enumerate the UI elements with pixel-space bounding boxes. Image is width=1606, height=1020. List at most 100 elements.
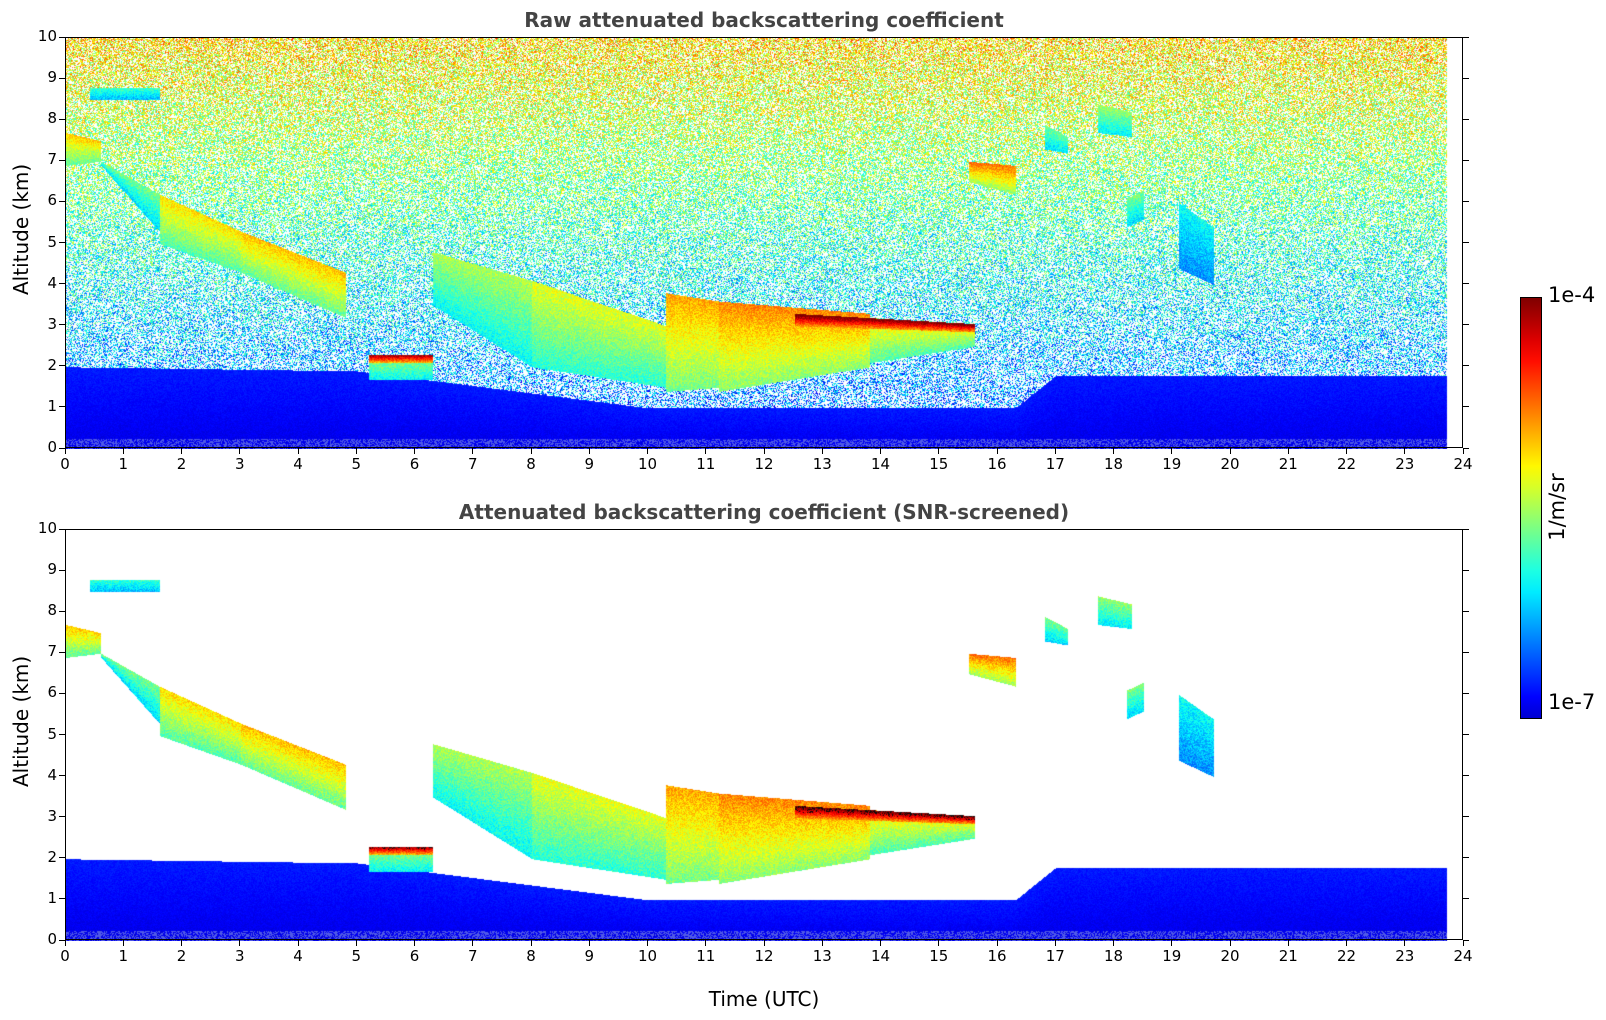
x-tick-mark [414, 940, 415, 946]
y-tick-mark [59, 447, 65, 449]
y-tick-label: 3 [47, 806, 57, 825]
y-tick-label: 1 [47, 396, 57, 415]
y-tick-mark-right [1463, 569, 1469, 571]
x-tick-mark [821, 448, 823, 454]
y-tick-mark-right [1463, 118, 1469, 120]
x-tick-mark [414, 448, 415, 454]
x-tick-mark [239, 940, 241, 946]
x-tick-mark [647, 940, 648, 946]
y-tick-mark-right [1463, 36, 1469, 38]
x-tick-mark [705, 448, 707, 454]
y-tick-mark [59, 200, 65, 202]
x-tick-label: 19 [1162, 455, 1182, 473]
x-tick-mark [588, 940, 590, 946]
x-tick-mark [1171, 940, 1173, 946]
y-tick-label: 8 [47, 601, 57, 620]
x-tick-label: 7 [467, 947, 478, 965]
x-tick-mark [938, 448, 940, 454]
x-tick-label: 10 [637, 455, 658, 473]
x-tick-mark [1346, 448, 1347, 454]
x-tick-label: 14 [870, 455, 891, 473]
x-tick-mark [297, 448, 299, 454]
y-tick-mark-right [1463, 775, 1469, 777]
x-tick-label: 21 [1278, 455, 1298, 473]
x-tick-label: 6 [409, 947, 420, 965]
y-tick-mark [59, 528, 65, 530]
x-tick-label: 7 [467, 455, 478, 473]
x-tick-mark [530, 940, 532, 946]
x-tick-label: 17 [1045, 455, 1065, 473]
x-tick-mark [763, 940, 765, 946]
y-tick-mark-right [1463, 324, 1469, 326]
y-tick-mark [59, 898, 65, 900]
x-tick-mark [472, 940, 474, 946]
y-tick-mark [59, 118, 65, 120]
y-tick-label: 0 [47, 438, 57, 456]
y-tick-label: 6 [47, 683, 57, 702]
y-tick-mark-right [1463, 242, 1469, 243]
panel-title-screened: Attenuated backscattering coefficient (S… [458, 500, 1070, 524]
x-tick-label: 3 [234, 455, 245, 473]
colorbar [1520, 297, 1542, 719]
x-tick-mark [122, 448, 124, 454]
colorbar-unit-label: 1/m/sr [1545, 473, 1569, 541]
x-tick-label: 1 [118, 947, 129, 965]
y-tick-mark-right [1463, 898, 1469, 900]
y-tick-label: 3 [47, 314, 57, 333]
x-tick-mark [64, 448, 66, 454]
y-tick-label: 9 [47, 560, 57, 579]
y-tick-mark [59, 36, 65, 38]
x-tick-mark [181, 448, 182, 454]
x-tick-label: 20 [1220, 455, 1240, 473]
x-tick-mark [181, 940, 182, 946]
x-tick-mark [1404, 448, 1406, 454]
x-tick-mark [588, 448, 590, 454]
x-tick-label: 21 [1278, 947, 1298, 965]
x-tick-mark [1404, 940, 1406, 946]
y-tick-mark [59, 775, 65, 777]
x-tick-mark [1054, 448, 1056, 454]
x-tick-mark [647, 448, 648, 454]
x-tick-label: 9 [584, 947, 595, 965]
panel-title-raw: Raw attenuated backscattering coefficien… [524, 8, 1004, 32]
x-tick-label: 10 [637, 947, 658, 965]
y-tick-mark [59, 365, 65, 367]
x-tick-label: 6 [409, 455, 420, 473]
y-tick-label: 4 [47, 765, 57, 784]
x-tick-label: 22 [1336, 947, 1357, 965]
x-tick-label: 5 [351, 947, 362, 965]
y-tick-mark [59, 159, 65, 161]
heatmap-raw [66, 38, 1464, 449]
y-tick-label: 9 [47, 68, 57, 87]
y-tick-mark-right [1463, 857, 1469, 859]
y-tick-label: 2 [47, 355, 57, 374]
x-tick-mark [530, 448, 532, 454]
y-tick-mark-right [1463, 651, 1469, 653]
y-tick-mark [59, 283, 65, 285]
y-tick-mark-right [1463, 816, 1469, 818]
y-tick-mark-right [1463, 365, 1469, 367]
y-tick-mark-right [1463, 159, 1469, 161]
y-tick-label: 5 [47, 724, 57, 743]
y-tick-label: 7 [47, 150, 57, 169]
x-tick-mark [122, 940, 124, 946]
x-tick-label: 13 [812, 947, 832, 965]
x-tick-mark [880, 940, 881, 946]
x-tick-label: 14 [870, 947, 891, 965]
y-tick-mark-right [1463, 447, 1469, 449]
x-tick-mark [239, 448, 241, 454]
y-tick-mark-right [1463, 77, 1469, 79]
x-tick-label: 3 [234, 947, 245, 965]
x-tick-mark [996, 448, 998, 454]
x-tick-mark [1054, 940, 1056, 946]
x-tick-label: 15 [929, 455, 949, 473]
x-tick-label: 0 [60, 455, 70, 473]
x-tick-label: 5 [351, 455, 362, 473]
x-tick-mark [355, 940, 357, 946]
y-tick-mark [59, 242, 65, 243]
y-tick-mark [59, 692, 65, 694]
y-tick-label: 10 [37, 27, 57, 45]
x-tick-label: 9 [584, 455, 595, 473]
x-axis-label: Time (UTC) [708, 987, 820, 1011]
y-tick-mark [59, 569, 65, 571]
